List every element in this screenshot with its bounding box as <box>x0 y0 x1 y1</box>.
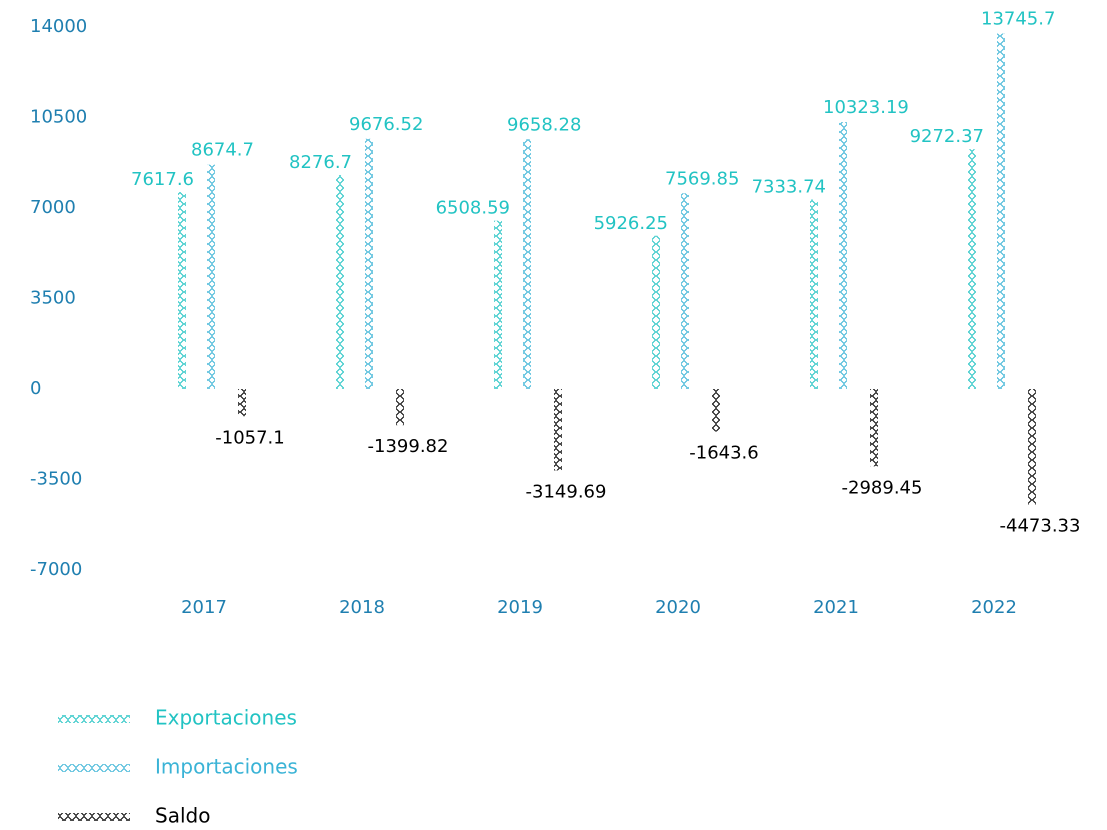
data-label: -3149.69 <box>526 481 607 502</box>
x-tick-label: 2020 <box>655 597 701 618</box>
bar <box>997 33 1005 389</box>
legend-label: Exportaciones <box>155 706 297 730</box>
x-tick-label: 2017 <box>181 597 227 618</box>
data-label: 10323.19 <box>823 97 909 118</box>
y-tick-label: -7000 <box>30 559 82 580</box>
bar <box>178 192 186 389</box>
data-label: 8276.7 <box>289 152 352 173</box>
bar <box>207 164 215 389</box>
data-label: 9272.37 <box>910 126 984 147</box>
data-label: 5926.25 <box>594 213 668 234</box>
bar <box>494 220 502 389</box>
x-tick-label: 2022 <box>971 597 1017 618</box>
bar <box>365 138 373 389</box>
data-label: -2989.45 <box>842 477 923 498</box>
data-label: 8674.7 <box>191 140 254 161</box>
y-tick-label: 3500 <box>30 288 76 309</box>
data-label: -1057.1 <box>215 427 284 448</box>
bar <box>1028 389 1036 505</box>
bar <box>238 389 246 417</box>
data-label: 7617.6 <box>131 169 194 190</box>
legend-swatch <box>58 764 130 772</box>
bar <box>336 174 344 389</box>
y-tick-label: 0 <box>30 378 41 399</box>
legend-label: Saldo <box>155 804 210 828</box>
data-label: -1399.82 <box>368 436 449 457</box>
bar <box>681 193 689 389</box>
bar <box>839 122 847 389</box>
data-label: 13745.7 <box>981 9 1055 30</box>
y-tick-label: -3500 <box>30 469 82 490</box>
y-tick-label: 10500 <box>30 107 87 128</box>
bar <box>554 389 562 471</box>
data-label: 6508.59 <box>436 198 510 219</box>
data-label: -1643.6 <box>689 442 758 463</box>
legend-swatch <box>58 813 130 821</box>
data-label: 7569.85 <box>665 168 739 189</box>
y-tick-label: 14000 <box>30 16 87 37</box>
x-tick-label: 2019 <box>497 597 543 618</box>
y-tick-label: 7000 <box>30 197 76 218</box>
data-label: 9658.28 <box>507 114 581 135</box>
legend-swatch <box>58 715 130 723</box>
bar <box>810 199 818 389</box>
bar <box>712 389 720 432</box>
bar <box>396 389 404 426</box>
legend-label: Importaciones <box>155 755 298 779</box>
bar <box>870 389 878 467</box>
data-label: -4473.33 <box>1000 516 1081 537</box>
bar <box>652 235 660 389</box>
data-label: 9676.52 <box>349 114 423 135</box>
bar <box>523 139 531 389</box>
x-tick-label: 2021 <box>813 597 859 618</box>
bar <box>968 149 976 389</box>
x-tick-label: 2018 <box>339 597 385 618</box>
data-label: 7333.74 <box>752 176 826 197</box>
